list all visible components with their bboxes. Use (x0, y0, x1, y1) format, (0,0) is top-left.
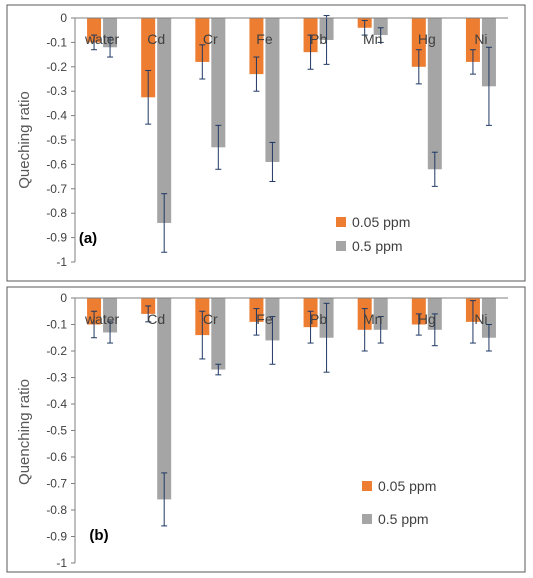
x-category-label: Cr (203, 311, 218, 327)
panel-a: 0 -0.1 -0.2 -0.3 -0.4 -0.5 -0.6 -0.7 -0.8 -0.9 -1 Q… (6, 4, 526, 282)
x-category-label: Mn (363, 31, 382, 47)
y-tick-label: -0.2 (46, 344, 67, 358)
y-tick-label: -0.4 (46, 397, 67, 411)
y-axis-title: Quenching ratio (16, 379, 33, 485)
panel-b: 0 -0.1 -0.2 -0.3 -0.4 -0.5 -0.6 -0.7 -0.8 -0.9 -1 Q… (6, 286, 526, 573)
panel-border (6, 4, 526, 282)
y-tick-label: -0.6 (46, 157, 67, 171)
y-tick-label: -0.1 (46, 318, 67, 332)
x-category-label: water (84, 311, 120, 327)
bar-high-hg (427, 18, 442, 170)
x-category-label: Ni (474, 31, 487, 47)
y-tick-label: 0 (60, 11, 67, 25)
y-tick-label: -0.5 (46, 133, 67, 147)
y-tick-label: -0.8 (46, 206, 67, 220)
bar-low-ni (465, 18, 480, 62)
bar-high-water (103, 18, 118, 48)
x-category-label: Fe (256, 311, 273, 327)
x-category-label: Cd (147, 311, 165, 327)
legend-swatch (362, 481, 372, 491)
y-tick-label: 0 (60, 291, 67, 305)
bar-low-cr (195, 18, 210, 62)
y-tick-label: -0.6 (46, 450, 67, 464)
bar-high-mn (373, 298, 388, 330)
y-tick-label: -0.3 (46, 371, 67, 385)
x-category-label: Pb (310, 31, 327, 47)
y-tick-label: -0.5 (46, 424, 67, 438)
bar-low-water (87, 18, 102, 43)
legend-swatch (336, 217, 346, 227)
bar-high-mn (373, 18, 388, 36)
bar-high-cd (157, 298, 172, 500)
bar-low-hg (411, 298, 426, 325)
legend-label: 0.5 ppm (378, 511, 429, 527)
panel-label: (a) (79, 230, 97, 247)
bar-high-cr (211, 298, 226, 370)
x-category-label: Hg (418, 311, 436, 327)
y-tick-label: -1 (56, 255, 67, 269)
x-category-label: Cr (203, 31, 218, 47)
y-tick-label: -0.7 (46, 477, 67, 491)
legend-label: 0.05 ppm (378, 478, 436, 494)
bar-high-fe (265, 18, 280, 162)
y-tick-label: -0.9 (46, 231, 67, 245)
bar-low-cd (141, 18, 156, 98)
legend-swatch (362, 514, 372, 524)
y-tick-label: -1 (56, 556, 67, 570)
y-tick-label: -0.8 (46, 503, 67, 517)
bar-high-water (103, 298, 118, 333)
y-tick-label: -0.2 (46, 60, 67, 74)
bar-low-hg (411, 18, 426, 67)
bar-high-cd (157, 18, 172, 223)
bar-high-ni (481, 298, 496, 338)
bar-high-cr (211, 18, 226, 148)
panel-label: (b) (89, 527, 108, 544)
legend-label: 0.5 ppm (352, 238, 403, 254)
x-category-label: Cd (147, 31, 165, 47)
panel-border (6, 286, 526, 573)
x-category-label: Pb (310, 311, 327, 327)
x-category-label: Fe (256, 31, 273, 47)
y-axis-title: Queching ratio (16, 91, 33, 189)
y-tick-label: -0.3 (46, 84, 67, 98)
legend-swatch (336, 241, 346, 251)
y-tick-label: -0.1 (46, 35, 67, 49)
x-category-label: Mn (363, 311, 382, 327)
x-category-label: Ni (474, 311, 487, 327)
y-tick-label: -0.9 (46, 530, 67, 544)
bar-low-fe (249, 18, 264, 75)
x-category-label: water (84, 31, 120, 47)
x-category-label: Hg (418, 31, 436, 47)
y-tick-label: -0.7 (46, 182, 67, 196)
legend-label: 0.05 ppm (352, 214, 410, 230)
y-tick-label: -0.4 (46, 109, 67, 123)
